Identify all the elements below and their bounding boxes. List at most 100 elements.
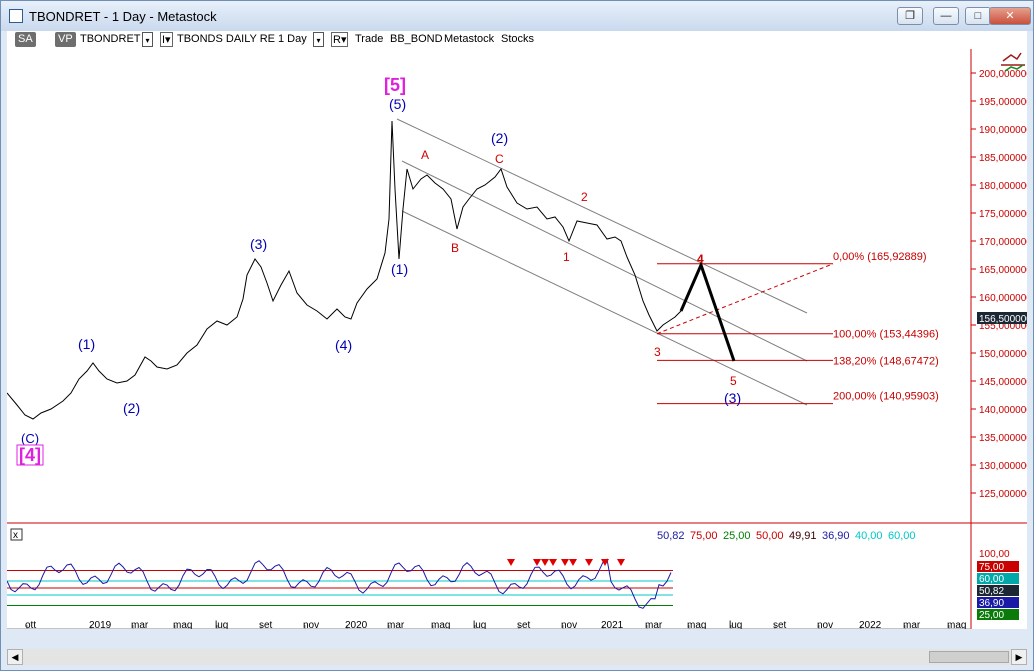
horizontal-scrollbar[interactable]: ◀ ▶ <box>7 649 1027 665</box>
indicator-value: 36,90 <box>822 530 850 542</box>
draw-tool-icon[interactable] <box>1001 52 1025 72</box>
date-label: lug <box>215 620 228 629</box>
wave-label-i5: 5 <box>730 374 737 388</box>
wave-label-n1: (1) <box>391 261 408 277</box>
date-label: 2021 <box>601 620 624 629</box>
price-tick-label: 155,000000 <box>979 321 1027 332</box>
price-tick-label: 195,000000 <box>979 97 1027 108</box>
indicator-value: 40,00 <box>855 530 883 542</box>
price-tick-label: 185,000000 <box>979 153 1027 164</box>
period-label: 1 Day <box>278 33 307 45</box>
signal-down-arrow <box>549 559 557 566</box>
indicator-value: 50,82 <box>657 530 685 542</box>
symbol-label: TBONDRET <box>80 33 141 45</box>
chart-canvas[interactable]: 200,000000 195,000000 190,000000 185,000000… <box>6 49 1032 631</box>
price-panel <box>7 49 971 523</box>
fib-label-138: 138,20% (148,67472) <box>833 355 939 367</box>
signal-down-arrow <box>561 559 569 566</box>
channel-line <box>401 160 808 362</box>
minimize-button[interactable]: — <box>933 7 959 25</box>
price-tick-label: 165,000000 <box>979 265 1027 276</box>
signal-down-arrow <box>533 559 541 566</box>
signal-down-arrow <box>569 559 577 566</box>
indicator-badge-value: 36,90 <box>979 598 1004 609</box>
chart-area[interactable]: 200,000000 195,000000 190,000000 185,000000… <box>6 49 1032 631</box>
signal-down-arrow <box>507 559 515 566</box>
last-price-value: 156,500000 <box>979 314 1027 325</box>
wave-label-i4: 4 <box>697 252 704 266</box>
date-label: nov <box>817 620 833 629</box>
window-title: TBONDRET - 1 Day - Metastock <box>29 9 217 24</box>
trade-label[interactable]: Trade <box>355 33 384 45</box>
date-label: lug <box>729 620 742 629</box>
wave-label-n3: (3) <box>724 390 741 406</box>
indicator-badge <box>977 585 1019 596</box>
price-tick-label: 160,000000 <box>979 293 1027 304</box>
signal-down-arrow <box>541 559 549 566</box>
wave-label-b: B <box>451 241 459 255</box>
date-label: mag <box>431 620 450 629</box>
trend-channels <box>396 118 808 406</box>
date-label: mag <box>173 620 192 629</box>
indicator-i-icon[interactable]: I▾ <box>160 32 173 47</box>
indicator-badge-value: 50,82 <box>979 586 1004 597</box>
category-label: Stocks <box>501 33 535 45</box>
indicator-values: 50,82 75,00 25,00 50,00 49,91 36,90 40,00 60,00 <box>657 530 916 542</box>
indicator-axis-top: 100,00 <box>979 549 1010 560</box>
price-tick-label: 190,000000 <box>979 125 1027 136</box>
security-name: TBONDS DAILY RE <box>177 33 276 45</box>
price-tick-label: 180,000000 <box>979 181 1027 192</box>
restore-window-button[interactable]: ❐ <box>897 7 923 25</box>
price-tick-label: 170,000000 <box>979 237 1027 248</box>
chart-toolbar: SA VP TBONDRET ▾ I▾ TBONDS DAILY RE 1 Da… <box>7 31 1027 49</box>
vp-button[interactable]: VP <box>55 32 76 47</box>
fib-label-200: 200,00% (140,95903) <box>833 391 939 403</box>
fib-label-100: 100,00% (153,44396) <box>833 329 939 341</box>
wave-label-n2: (2) <box>491 130 508 146</box>
close-panel-icon[interactable]: x <box>13 530 18 541</box>
price-tick-label: 200,000000 <box>979 69 1027 80</box>
indicator-value: 75,00 <box>690 530 718 542</box>
price-tick-label: 175,000000 <box>979 209 1027 220</box>
wave-label-i1: 1 <box>563 250 570 264</box>
r-dropdown-icon[interactable]: R▾ <box>331 32 349 47</box>
indicator-value: 60,00 <box>888 530 916 542</box>
scroll-thumb[interactable] <box>929 651 1009 663</box>
price-axis: 200,000000 195,000000 190,000000 185,000000… <box>970 49 1032 523</box>
wave-label-w4: (4) <box>335 337 352 353</box>
scroll-right-button[interactable]: ▶ <box>1011 649 1027 665</box>
fib-diagonal <box>656 263 834 335</box>
date-label: set <box>773 620 787 629</box>
wave-label-c_low: (C) <box>21 431 39 446</box>
symbol-dropdown-icon[interactable]: ▾ <box>142 32 153 47</box>
date-label: mar <box>645 620 663 629</box>
sa-button[interactable]: SA <box>15 32 36 47</box>
scroll-left-button[interactable]: ◀ <box>7 649 23 665</box>
indicator-badge <box>977 609 1019 620</box>
date-label: mag <box>687 620 706 629</box>
indicator-value: 25,00 <box>723 530 751 542</box>
chart-window-icon <box>9 9 23 23</box>
indicator-reference-lines <box>7 523 972 629</box>
price-tick-label: 150,000000 <box>979 349 1027 360</box>
period-dropdown-icon[interactable]: ▾ <box>313 32 324 47</box>
indicator-value: 50,00 <box>756 530 784 542</box>
date-label: mar <box>131 620 149 629</box>
title-bar[interactable]: TBONDRET - 1 Day - Metastock ❐ — □ ✕ <box>1 1 1033 31</box>
signal-down-arrow <box>617 559 625 566</box>
close-button[interactable]: ✕ <box>989 7 1031 25</box>
price-tick-label: 135,000000 <box>979 433 1027 444</box>
indicator-badge-value: 25,00 <box>979 610 1004 621</box>
date-label: set <box>259 620 273 629</box>
close-panel-button[interactable] <box>10 528 23 541</box>
indicator-badge <box>977 561 1019 572</box>
date-label: mag <box>947 620 966 629</box>
fib-label-0: 0,00% (165,92889) <box>833 251 927 263</box>
wave-label-primary_bottom: [4] <box>19 445 41 465</box>
date-label: nov <box>303 620 319 629</box>
maximize-button[interactable]: □ <box>965 7 991 25</box>
date-label: 2020 <box>345 620 368 629</box>
fibonacci-levels: 0,00% (165,92889) 100,00% (153,44396) 138,… <box>656 251 939 405</box>
projection-path <box>679 260 736 362</box>
